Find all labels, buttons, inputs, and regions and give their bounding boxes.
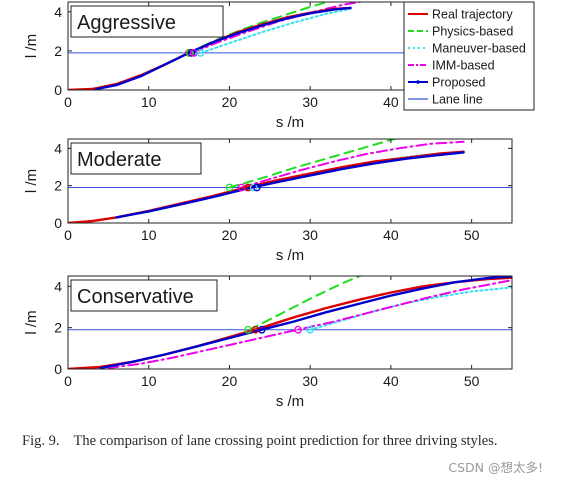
y-tick-label: 4 — [54, 278, 62, 294]
panel-title: Moderate — [77, 149, 162, 171]
x-tick-label: 30 — [302, 227, 318, 243]
y-tick-label: 0 — [54, 215, 62, 231]
x-axis-label: s /m — [276, 393, 304, 410]
y-axis-label: l /m — [23, 169, 40, 193]
crossing-point-physics-based — [244, 325, 252, 334]
y-tick-label: 0 — [54, 82, 62, 98]
series-group — [68, 139, 465, 223]
series-group — [68, 276, 512, 369]
watermark: CSDN @想太多! — [448, 460, 543, 475]
crossing-point-imm-based — [294, 325, 302, 334]
x-tick-label: 10 — [141, 94, 157, 110]
series-line-proposed — [115, 151, 465, 219]
panel-title-box — [70, 279, 218, 312]
crossing-point-proposed — [187, 48, 196, 57]
panel-title: Conservative — [77, 286, 194, 308]
legend-marker-proposed — [416, 80, 420, 84]
panel-title-box — [70, 5, 224, 38]
chart-panel-moderate: 0 10 20 30 40 50 0 2 4 s /m l /m Moderate — [23, 138, 513, 264]
x-tick-label: 50 — [464, 373, 480, 389]
y-tick-label: 2 — [54, 320, 62, 336]
crossing-point-proposed — [257, 325, 266, 334]
y-tick-label: 2 — [54, 178, 62, 194]
series-line-imm-based — [240, 140, 465, 189]
axes-frame — [67, 138, 513, 224]
x-tick-label: 20 — [222, 94, 238, 110]
y-tick-label: 4 — [54, 140, 62, 156]
caption-text: The comparison of lane crossing point pr… — [73, 433, 498, 449]
x-tick-label: 40 — [383, 94, 399, 110]
crossing-point-proposed — [253, 183, 261, 192]
x-tick-label: 0 — [64, 227, 72, 243]
axes-frame — [67, 275, 513, 370]
panel-title-box — [70, 142, 202, 175]
chart-panel-conservative: 0 10 20 30 40 50 0 2 4 s /m l /m Conservative — [23, 275, 513, 410]
crossing-point-maneuver-based — [196, 48, 205, 57]
x-tick-label: 50 — [464, 227, 480, 243]
x-tick-label: 30 — [302, 373, 318, 389]
series-line-maneuver-based — [200, 7, 352, 54]
y-axis-label: l /m — [23, 310, 40, 334]
x-tick-label: 20 — [222, 227, 238, 243]
x-tick-label: 40 — [383, 373, 399, 389]
figure-caption: Fig. 9. The comparison of lane crossing p… — [22, 432, 546, 450]
panel-title: Aggressive — [77, 12, 176, 34]
series-line-physics-based — [248, 276, 363, 331]
series-group — [68, 2, 366, 90]
legend-label-lane-line: Lane line — [432, 93, 483, 107]
y-tick-label: 4 — [54, 4, 62, 20]
x-axis-label: s /m — [276, 114, 304, 131]
crossing-point-physics-based — [225, 183, 234, 192]
crossing-point-maneuver-based — [249, 183, 258, 192]
legend-label-physics-based: Physics-based — [432, 25, 513, 39]
series-line-imm-based — [107, 279, 512, 369]
legend-label-imm-based: IMM-based — [432, 59, 495, 73]
x-tick-label: 10 — [141, 227, 157, 243]
legend: Real trajectory Physics-based Maneuver-bas… — [403, 1, 535, 111]
y-axis-label: l /m — [23, 34, 40, 58]
legend-box — [403, 1, 535, 111]
x-axis-label: s /m — [276, 247, 304, 264]
legend-label-real-trajectory: Real trajectory — [432, 8, 513, 22]
x-tick-label: 10 — [141, 373, 157, 389]
y-tick-label: 0 — [54, 361, 62, 377]
crossing-point-maneuver-based — [306, 325, 315, 334]
legend-label-proposed: Proposed — [432, 76, 486, 90]
y-tick-label: 2 — [54, 43, 62, 59]
series-line-proposed — [95, 6, 352, 90]
x-tick-label: 0 — [64, 373, 72, 389]
x-tick-label: 30 — [302, 94, 318, 110]
caption-label: Fig. 9. — [22, 433, 60, 449]
x-tick-label: 0 — [64, 94, 72, 110]
crossing-point-real-trajectory — [244, 183, 252, 192]
series-line-proposed — [99, 276, 512, 369]
x-tick-label: 20 — [222, 373, 238, 389]
x-tick-label: 40 — [383, 227, 399, 243]
legend-label-maneuver-based: Maneuver-based — [432, 42, 526, 56]
